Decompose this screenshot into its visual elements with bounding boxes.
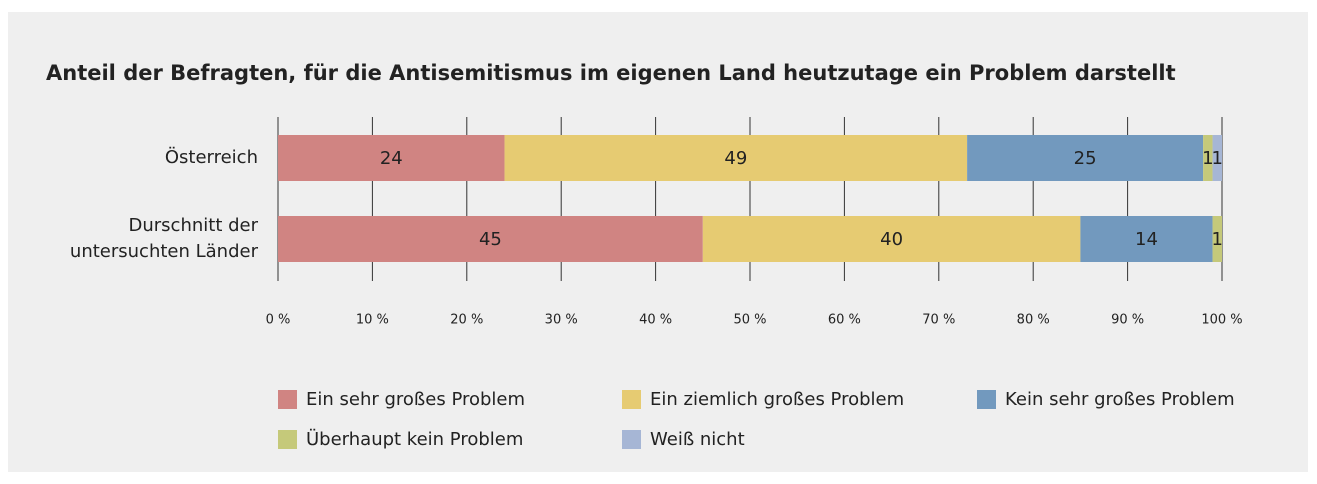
value-label: 45: [479, 229, 502, 250]
x-tick-label: 90 %: [1111, 313, 1144, 328]
x-tick-label: 0 %: [266, 313, 291, 328]
category-label: Österreich: [164, 147, 258, 168]
bar-segment: [278, 216, 703, 262]
x-tick-label: 10 %: [356, 313, 389, 328]
x-tick-label: 30 %: [545, 313, 578, 328]
value-label: 40: [880, 229, 903, 250]
bar-segment: [967, 135, 1204, 181]
legend-swatch: [622, 390, 641, 409]
value-label: 14: [1135, 229, 1158, 250]
legend-label: Überhaupt kein Problem: [306, 428, 523, 450]
legend-label: Ein sehr großes Problem: [306, 389, 525, 410]
bar-segment: [1212, 216, 1222, 262]
bar-segment: [1212, 135, 1222, 181]
legend-swatch: [278, 430, 297, 449]
value-label: 1: [1202, 148, 1213, 169]
legend-swatch: [977, 390, 996, 409]
value-label: 24: [380, 148, 403, 169]
category-label: Durschnitt der untersuchten Länder: [69, 215, 258, 262]
bar-segment: [278, 135, 505, 181]
chart-title: Anteil der Befragten, für die Antisemiti…: [46, 61, 1176, 85]
legend-label: Weiß nicht: [650, 429, 745, 450]
x-tick-label: 40 %: [639, 313, 672, 328]
legend-label: Ein ziemlich großes Problem: [650, 389, 904, 410]
value-label: 49: [724, 148, 747, 169]
value-label: 25: [1074, 148, 1097, 169]
x-tick-label: 100 %: [1201, 313, 1242, 328]
x-tick-label: 80 %: [1017, 313, 1050, 328]
x-tick-label: 20 %: [450, 313, 483, 328]
legend-swatch: [622, 430, 641, 449]
x-tick-label: 70 %: [922, 313, 955, 328]
bar-segment: [504, 135, 968, 181]
x-tick-label: 60 %: [828, 313, 861, 328]
bar-segment: [702, 216, 1081, 262]
x-tick-label: 50 %: [733, 313, 766, 328]
legend-label: Kein sehr großes Problem: [1005, 389, 1235, 410]
bar-segment: [1080, 216, 1213, 262]
legend-swatch: [278, 390, 297, 409]
value-label: 1: [1212, 148, 1223, 169]
bar-segment: [1203, 135, 1213, 181]
value-label: 1: [1212, 229, 1223, 250]
